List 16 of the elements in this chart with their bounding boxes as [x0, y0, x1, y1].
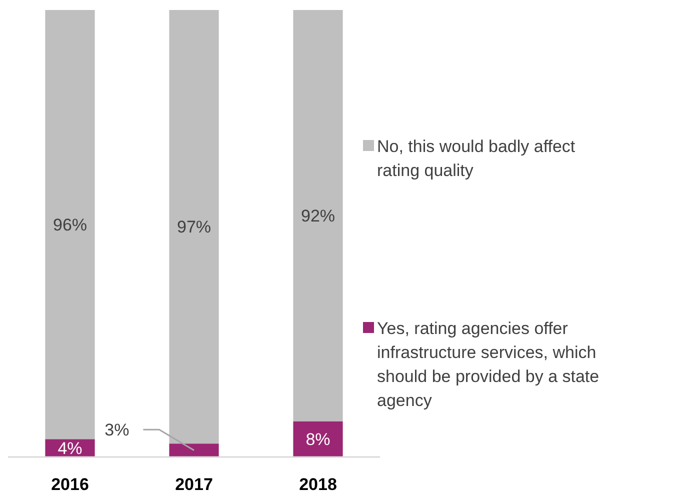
bar: [45, 10, 95, 440]
legend-label: No, this would badly affect rating quality: [377, 136, 576, 180]
data-label: 96%: [52, 216, 88, 235]
data-label: 3%: [104, 420, 130, 440]
data-label: 92%: [300, 206, 336, 226]
x-tick-label: 2016: [51, 475, 89, 494]
legend-label: Yes, rating agencies offer infrastructure services, which should be provided by a state agency: [377, 318, 600, 410]
data-label: 8%: [306, 430, 330, 450]
x-tick-label: 2018: [299, 475, 337, 494]
bar: [293, 10, 343, 422]
bar: [169, 10, 219, 444]
bar: [293, 421, 343, 457]
bar: [169, 444, 219, 457]
data-label: 97%: [176, 218, 212, 237]
x-tick-label: 2017: [175, 475, 213, 494]
data-label: 4%: [58, 439, 82, 458]
